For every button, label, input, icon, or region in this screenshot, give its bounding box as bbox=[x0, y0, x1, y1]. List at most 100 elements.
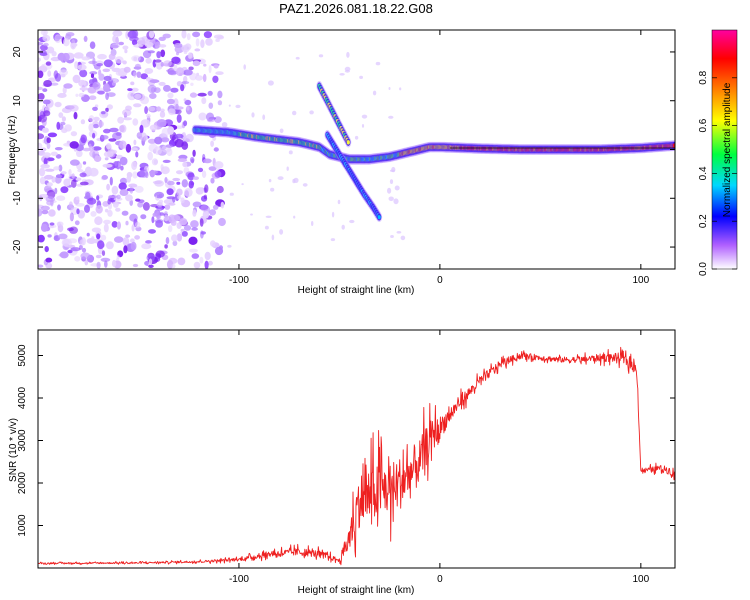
noise-speckle bbox=[128, 183, 138, 188]
noise-speckle bbox=[156, 106, 162, 112]
noise-speckle bbox=[57, 93, 67, 98]
noise-speckle bbox=[79, 69, 88, 78]
snr-panel: -100 0 100 1000 2000 3000 4000 5000 Height of … bbox=[8, 329, 676, 596]
noise-speckle bbox=[134, 221, 141, 229]
noise-speckle bbox=[145, 240, 152, 244]
x-tick-label: -100 bbox=[229, 574, 249, 585]
noise-speckle bbox=[148, 106, 156, 112]
noise-speckle bbox=[38, 86, 43, 91]
noise-speckle bbox=[104, 157, 109, 161]
y-tick-label: -10 bbox=[12, 191, 23, 206]
noise-speckle bbox=[56, 221, 64, 227]
noise-speckle bbox=[103, 59, 113, 68]
noise-speckle bbox=[42, 152, 51, 158]
noise-speckle bbox=[160, 62, 164, 67]
noise-speckle bbox=[122, 237, 130, 246]
noise-speckle bbox=[40, 223, 48, 232]
noise-speckle bbox=[176, 51, 179, 56]
noise-speckle bbox=[279, 128, 284, 134]
noise-speckle bbox=[47, 234, 52, 238]
noise-speckle bbox=[181, 81, 190, 85]
noise-speckle bbox=[51, 51, 57, 57]
spectrogram-x-label: Height of straight line (km) bbox=[298, 285, 415, 296]
noise-speckle bbox=[111, 259, 117, 268]
noise-speckle bbox=[176, 170, 183, 175]
noise-speckle bbox=[78, 92, 85, 98]
colorbar-frame bbox=[711, 29, 738, 270]
noise-speckle bbox=[84, 204, 90, 213]
noise-speckle bbox=[147, 151, 153, 161]
noise-speckle bbox=[137, 37, 146, 47]
noise-speckle bbox=[190, 82, 194, 87]
noise-speckle bbox=[62, 52, 70, 62]
noise-speckle bbox=[106, 104, 113, 110]
y-tick-label: 20 bbox=[12, 46, 23, 58]
noise-speckle bbox=[98, 69, 102, 77]
noise-speckle bbox=[144, 106, 149, 115]
noise-speckle bbox=[103, 223, 109, 233]
noise-speckle bbox=[92, 106, 98, 111]
noise-speckle bbox=[94, 216, 103, 226]
noise-speckle bbox=[129, 186, 134, 194]
noise-speckle bbox=[229, 192, 234, 196]
noise-speckle bbox=[102, 201, 109, 207]
noise-speckle bbox=[270, 187, 275, 192]
noise-speckle bbox=[75, 196, 80, 201]
noise-speckle bbox=[156, 51, 162, 59]
noise-speckle bbox=[111, 221, 118, 228]
noise-speckle bbox=[191, 227, 198, 231]
noise-speckle bbox=[118, 182, 127, 190]
noise-speckle bbox=[90, 211, 97, 217]
noise-speckle bbox=[149, 93, 157, 99]
noise-speckle bbox=[134, 185, 144, 193]
noise-speckle bbox=[292, 110, 297, 116]
noise-speckle bbox=[65, 32, 75, 37]
noise-speckle bbox=[100, 135, 109, 140]
noise-speckle bbox=[158, 193, 163, 198]
noise-speckle bbox=[75, 177, 82, 181]
noise-speckle bbox=[196, 72, 200, 77]
noise-speckle bbox=[156, 119, 167, 128]
noise-speckle bbox=[192, 149, 196, 157]
noise-speckle bbox=[277, 176, 284, 181]
noise-speckle bbox=[58, 112, 64, 118]
noise-speckle bbox=[67, 249, 73, 254]
noise-speckle bbox=[42, 88, 48, 92]
noise-speckle bbox=[361, 124, 365, 128]
noise-speckle bbox=[48, 224, 57, 229]
noise-speckle bbox=[61, 238, 70, 247]
noise-speckle bbox=[180, 197, 185, 204]
noise-speckle bbox=[48, 209, 56, 217]
noise-speckle bbox=[95, 205, 103, 214]
noise-speckle bbox=[396, 231, 402, 234]
noise-speckle bbox=[166, 98, 175, 105]
noise-speckle bbox=[108, 53, 116, 60]
noise-speckle bbox=[151, 158, 158, 166]
noise-speckle bbox=[50, 82, 59, 86]
noise-speckle bbox=[45, 257, 53, 263]
noise-speckle bbox=[181, 179, 188, 188]
noise-speckle bbox=[215, 38, 220, 43]
noise-speckle bbox=[192, 60, 201, 67]
noise-speckle bbox=[88, 115, 95, 123]
noise-speckle bbox=[174, 108, 182, 115]
noise-speckle bbox=[195, 38, 200, 47]
noise-speckle bbox=[133, 139, 137, 146]
noise-speckle bbox=[39, 167, 46, 177]
colorbar: 0.0 0.2 0.4 0.6 0.8 Normalized spectral ampl… bbox=[698, 29, 738, 276]
noise-speckle bbox=[190, 220, 199, 229]
noise-speckle bbox=[38, 70, 44, 79]
noise-speckle bbox=[331, 211, 335, 218]
noise-speckle bbox=[127, 30, 137, 39]
noise-speckle bbox=[176, 181, 181, 185]
noise-speckle bbox=[166, 196, 176, 200]
noise-speckle bbox=[188, 180, 194, 189]
noise-speckle bbox=[198, 112, 207, 121]
noise-speckle bbox=[78, 79, 87, 87]
noise-speckle bbox=[235, 104, 241, 109]
noise-speckle bbox=[119, 156, 128, 166]
noise-speckle bbox=[176, 188, 183, 196]
noise-speckle bbox=[154, 41, 161, 49]
noise-speckle bbox=[125, 105, 132, 111]
noise-speckle bbox=[40, 205, 50, 211]
